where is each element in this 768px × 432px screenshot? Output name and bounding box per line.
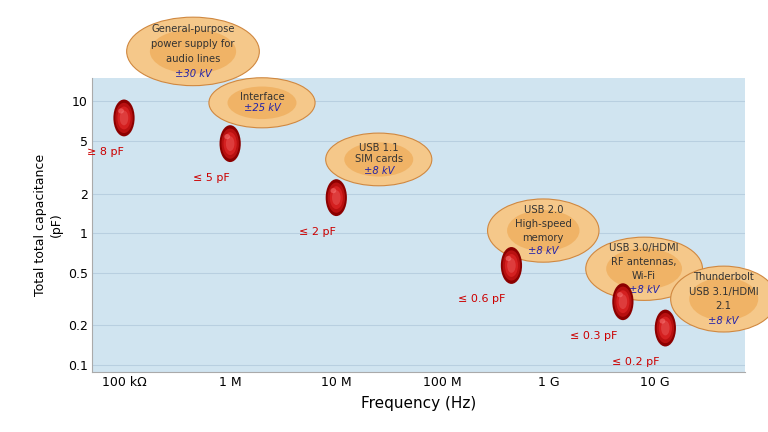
Text: Wi-Fi: Wi-Fi [632,271,656,281]
Text: Thunderbolt: Thunderbolt [694,272,754,283]
Text: ±8 kV: ±8 kV [629,285,660,295]
Ellipse shape [326,179,347,216]
X-axis label: Frequency (Hz): Frequency (Hz) [361,396,476,411]
Ellipse shape [223,132,237,155]
Ellipse shape [330,188,336,193]
Text: High-speed: High-speed [515,219,571,229]
Text: RF antennas,: RF antennas, [611,257,677,267]
Ellipse shape [503,251,520,281]
Ellipse shape [488,199,599,262]
Text: ±8 kV: ±8 kV [528,246,558,257]
Ellipse shape [670,266,768,332]
Text: ≤ 0.6 pF: ≤ 0.6 pF [458,295,506,305]
Ellipse shape [344,142,413,177]
Ellipse shape [114,99,134,137]
Ellipse shape [507,210,580,251]
Text: ≤ 0.3 pF: ≤ 0.3 pF [570,330,617,341]
Ellipse shape [220,125,240,162]
Text: USB 2.0: USB 2.0 [524,205,563,215]
Text: ≤ 2 pF: ≤ 2 pF [300,227,336,237]
Ellipse shape [127,17,260,86]
Ellipse shape [689,278,758,321]
Text: ≤ 0.2 pF: ≤ 0.2 pF [612,357,660,367]
Ellipse shape [332,190,340,205]
Ellipse shape [329,186,343,209]
Text: SIM cards: SIM cards [355,154,403,165]
Text: memory: memory [522,232,564,242]
Text: General-purpose: General-purpose [151,24,235,34]
Ellipse shape [115,103,133,133]
Ellipse shape [221,128,239,159]
Ellipse shape [227,86,296,119]
Y-axis label: Total total capacitance
(pF): Total total capacitance (pF) [35,154,62,295]
Text: USB 3.1/HDMI: USB 3.1/HDMI [689,287,759,297]
Text: 2.1: 2.1 [716,301,732,311]
Ellipse shape [619,294,627,309]
Ellipse shape [326,133,432,186]
Ellipse shape [150,29,236,74]
Text: ±25 kV: ±25 kV [243,103,280,113]
Text: ≤ 5 pF: ≤ 5 pF [193,173,230,183]
Ellipse shape [616,290,630,313]
Ellipse shape [505,254,518,277]
Ellipse shape [507,258,515,273]
Text: power supply for: power supply for [151,39,235,49]
Text: ±8 kV: ±8 kV [363,166,394,176]
Text: audio lines: audio lines [166,54,220,64]
Text: ±8 kV: ±8 kV [709,316,739,326]
Ellipse shape [226,136,234,151]
Ellipse shape [659,317,672,340]
Ellipse shape [501,247,522,284]
Ellipse shape [586,237,703,300]
Ellipse shape [120,111,128,125]
Ellipse shape [614,286,631,317]
Text: USB 1.1: USB 1.1 [359,143,399,153]
Ellipse shape [606,248,682,289]
Ellipse shape [657,313,674,343]
Text: Interface: Interface [240,92,284,102]
Ellipse shape [612,283,634,320]
Text: ±30 kV: ±30 kV [174,69,211,79]
Ellipse shape [661,321,670,335]
Text: USB 3.0/HDMI: USB 3.0/HDMI [609,243,679,253]
Ellipse shape [505,256,511,261]
Ellipse shape [118,107,131,129]
Ellipse shape [660,318,665,324]
Ellipse shape [118,108,124,114]
Ellipse shape [617,292,623,297]
Ellipse shape [224,134,230,139]
Text: ≥ 8 pF: ≥ 8 pF [87,147,124,157]
Ellipse shape [209,78,315,128]
Ellipse shape [328,182,345,213]
Ellipse shape [655,310,676,346]
